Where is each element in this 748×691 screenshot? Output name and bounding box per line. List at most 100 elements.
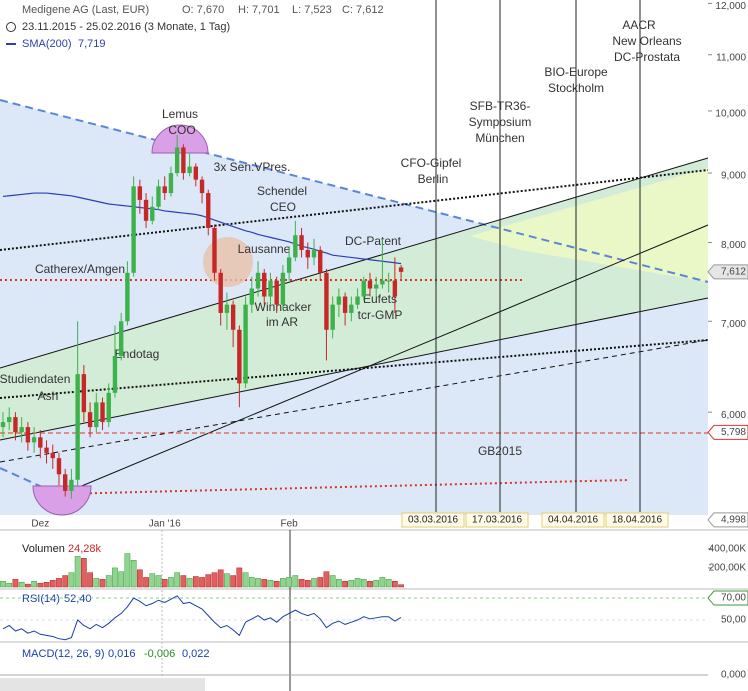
- y-tick-label: 70,00: [721, 593, 746, 604]
- candle-body: [268, 280, 273, 297]
- candle-body: [330, 304, 335, 330]
- sma-line: [2, 192, 402, 265]
- volume-bar: [149, 573, 156, 588]
- candle-body: [19, 427, 24, 433]
- volume-value: 24,28k: [68, 543, 102, 555]
- volume-bar: [31, 581, 37, 588]
- clock-icon: [6, 22, 16, 32]
- volume-bar: [360, 579, 367, 588]
- candle-body: [355, 296, 360, 305]
- annotation: BIO-Europe: [544, 65, 608, 79]
- annotation: Lausanne: [238, 242, 291, 256]
- y-tick-label: 11,000: [716, 52, 746, 63]
- annotation: CEO: [270, 200, 296, 214]
- volume-bar: [130, 560, 137, 588]
- volume-bar: [261, 579, 268, 588]
- y-tick-label: 50,00: [721, 615, 746, 626]
- volume-bar: [205, 574, 212, 588]
- candle-body: [69, 479, 74, 491]
- marker-semicircle: [32, 485, 92, 516]
- volume-bar: [25, 583, 31, 588]
- candle-body: [280, 272, 286, 305]
- right-axis-band: [708, 0, 748, 691]
- subtitle: 23.11.2015 - 25.02.2016 (3 Monate, 1 Tag…: [22, 21, 230, 33]
- volume-bar: [186, 578, 193, 588]
- trend-line: [0, 157, 709, 369]
- annotation: Studiendaten: [0, 372, 70, 386]
- volume-bar: [112, 567, 118, 588]
- chart-title: Medigene AG (Last, EUR): [22, 4, 149, 16]
- volume-bar: [230, 575, 236, 588]
- volume-bar: [398, 584, 404, 588]
- annotation: Ash: [38, 389, 59, 403]
- candle-body: [100, 402, 105, 423]
- candle-body: [249, 288, 254, 305]
- candle-body: [386, 280, 391, 282]
- event-box: [465, 512, 529, 528]
- candle-body: [13, 417, 18, 433]
- trend-dashed: [0, 99, 709, 283]
- volume-bar: [248, 577, 255, 588]
- volume-bar: [68, 572, 75, 588]
- annotation: tcr-GMP: [358, 308, 403, 322]
- candle-body: [218, 272, 223, 313]
- volume-bar: [161, 579, 168, 588]
- event-label: 18.04.2016: [612, 515, 662, 526]
- annotation: CFO-Gipfel: [401, 156, 462, 170]
- volume-bar: [155, 575, 162, 588]
- candle-body: [311, 249, 317, 258]
- candle-body: [324, 272, 329, 330]
- volume-bar: [93, 578, 100, 588]
- candle-body: [392, 280, 398, 297]
- candle-body: [299, 235, 304, 250]
- candle-body: [286, 257, 292, 273]
- macd-value: -0,006: [144, 648, 175, 660]
- annotation: Schendel: [257, 184, 307, 198]
- volume-name: Volumen: [22, 543, 65, 555]
- macd-name: MACD(12, 26, 9): [22, 648, 105, 660]
- annotation: DC-Prostata: [614, 50, 680, 64]
- x-tick-label: Dez: [31, 519, 49, 530]
- candle-body: [150, 206, 155, 221]
- macd-value: 0,016: [108, 648, 136, 660]
- volume-bar: [81, 558, 87, 588]
- annotation: Lemus: [162, 107, 198, 121]
- candle-body: [137, 186, 143, 200]
- event-label: 03.03.2016: [408, 515, 458, 526]
- volume-bar: [192, 576, 199, 588]
- price-marker-box: [707, 264, 748, 280]
- y-tick-label: 9,000: [721, 171, 746, 182]
- candle-body: [106, 392, 111, 423]
- volume-bar: [12, 579, 19, 588]
- volume-bar: [286, 577, 292, 588]
- candle-body: [7, 417, 12, 423]
- trend-line: [0, 297, 709, 441]
- candle-body: [31, 437, 37, 443]
- volume-bar: [323, 571, 330, 588]
- candle-body: [243, 304, 248, 384]
- ohlc-label: O: 7,670: [182, 4, 224, 16]
- scroll-bar: [0, 678, 205, 691]
- volume-bar: [87, 572, 93, 588]
- price-marker-label: 5,798: [721, 427, 746, 438]
- price-marker-box: [707, 424, 748, 440]
- volume-bar: [304, 580, 311, 588]
- candle-body: [56, 458, 62, 475]
- marker-semicircle: [151, 124, 209, 154]
- candle-body: [125, 272, 130, 322]
- event-label: 04.04.2016: [548, 515, 598, 526]
- candle-body: [187, 166, 192, 174]
- candle-body: [112, 355, 118, 393]
- macd-value: 0,022: [182, 648, 210, 660]
- candle-body: [63, 474, 68, 491]
- candle-body: [50, 452, 55, 459]
- candle-body: [25, 427, 31, 443]
- volume-bar: [236, 567, 243, 588]
- candle-body: [342, 296, 348, 313]
- candle-body: [87, 412, 93, 428]
- volume-bar: [292, 575, 299, 588]
- candle-body: [156, 186, 161, 207]
- volume-bar: [211, 572, 218, 588]
- volume-bar: [217, 569, 224, 588]
- candle-body: [193, 166, 199, 180]
